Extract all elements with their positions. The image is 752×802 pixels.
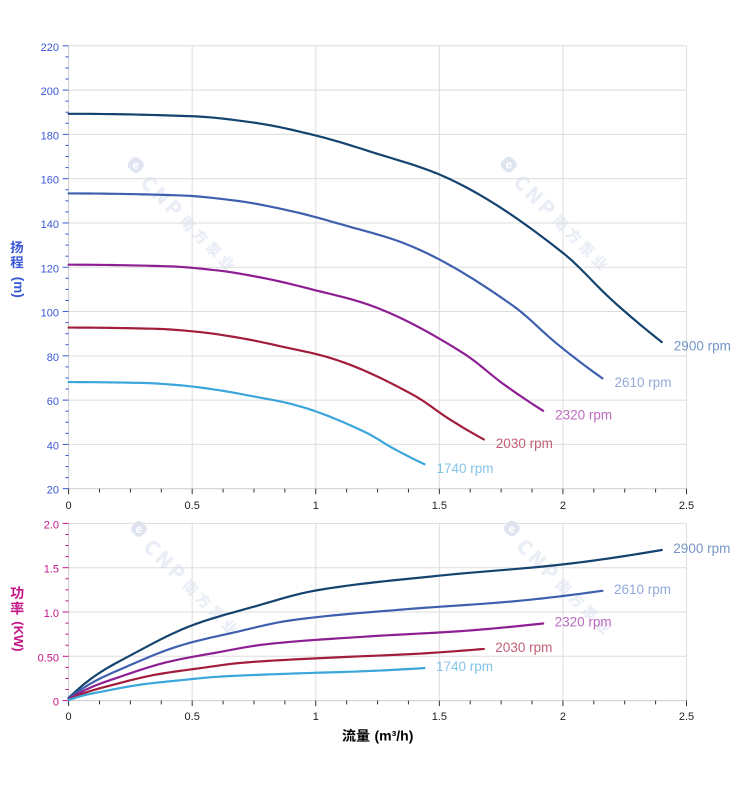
- svg-text:160: 160: [41, 175, 59, 187]
- svg-text:80: 80: [47, 352, 59, 364]
- svg-text:e: e: [509, 524, 515, 536]
- svg-text:2030 rpm: 2030 rpm: [495, 640, 552, 655]
- svg-text:1.0: 1.0: [44, 608, 59, 620]
- svg-text:60: 60: [47, 396, 59, 408]
- svg-text:1.5: 1.5: [432, 500, 447, 512]
- svg-text:2: 2: [560, 500, 566, 512]
- svg-text:120: 120: [41, 263, 59, 275]
- svg-text:2610 rpm: 2610 rpm: [614, 582, 671, 597]
- svg-text:40: 40: [47, 440, 59, 452]
- svg-text:0.50: 0.50: [38, 652, 59, 664]
- svg-text:2.5: 2.5: [679, 711, 694, 723]
- svg-text:e: e: [136, 524, 142, 536]
- svg-text:1.5: 1.5: [432, 711, 447, 723]
- svg-text:e: e: [506, 160, 512, 172]
- svg-text:0: 0: [66, 711, 72, 723]
- svg-text:220: 220: [41, 42, 59, 54]
- svg-text:180: 180: [41, 130, 59, 142]
- svg-text:0: 0: [53, 697, 59, 709]
- svg-text:2030 rpm: 2030 rpm: [496, 436, 553, 451]
- svg-text:2320 rpm: 2320 rpm: [555, 615, 612, 630]
- svg-text:2.0: 2.0: [44, 519, 59, 531]
- svg-text:2.5: 2.5: [679, 500, 694, 512]
- svg-text:0.5: 0.5: [185, 500, 200, 512]
- svg-text:2320 rpm: 2320 rpm: [555, 407, 612, 422]
- svg-text:0.5: 0.5: [185, 711, 200, 723]
- svg-text:2610 rpm: 2610 rpm: [615, 375, 672, 390]
- svg-text:(m³/h): (m³/h): [375, 728, 414, 744]
- svg-text:20: 20: [47, 485, 59, 497]
- svg-text:1740 rpm: 1740 rpm: [437, 461, 494, 476]
- svg-text:(KW): (KW): [11, 621, 26, 651]
- svg-text:2: 2: [560, 711, 566, 723]
- svg-text:1.5: 1.5: [44, 564, 59, 576]
- svg-text:0: 0: [66, 500, 72, 512]
- svg-text:100: 100: [41, 308, 59, 320]
- svg-text:140: 140: [41, 219, 59, 231]
- svg-text:2900 rpm: 2900 rpm: [673, 541, 730, 556]
- svg-text:2900 rpm: 2900 rpm: [674, 339, 731, 354]
- svg-text:1: 1: [313, 500, 319, 512]
- svg-text:e: e: [133, 160, 139, 172]
- svg-text:1: 1: [313, 711, 319, 723]
- svg-text:(m): (m): [11, 277, 26, 298]
- svg-text:200: 200: [41, 86, 59, 98]
- svg-text:1740 rpm: 1740 rpm: [436, 659, 493, 674]
